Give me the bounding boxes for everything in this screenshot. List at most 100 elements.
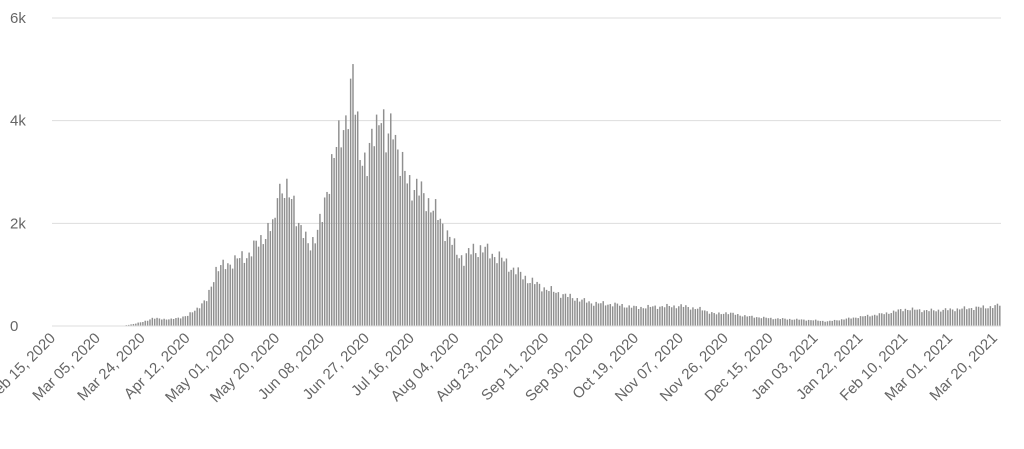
bar — [902, 311, 904, 326]
bar — [659, 306, 661, 326]
bar — [342, 130, 345, 326]
bar — [663, 307, 666, 326]
bar — [850, 318, 852, 326]
bar — [182, 316, 184, 326]
bar — [139, 322, 142, 326]
bar — [876, 315, 878, 326]
bar — [833, 319, 836, 326]
bar — [784, 318, 786, 326]
bar — [678, 306, 680, 326]
bar — [271, 219, 274, 326]
bar — [300, 225, 302, 326]
bar — [600, 303, 602, 326]
bar — [222, 259, 224, 326]
bar — [127, 324, 130, 326]
bar — [857, 318, 859, 326]
bar — [791, 319, 793, 326]
bar — [512, 267, 515, 326]
bar — [444, 241, 446, 326]
bar — [158, 318, 161, 326]
bar — [458, 258, 460, 326]
bar — [274, 217, 276, 326]
bar — [822, 320, 824, 326]
bar — [949, 308, 951, 326]
bar — [385, 152, 387, 326]
bar — [411, 200, 413, 326]
bar — [951, 309, 954, 326]
bar — [975, 306, 977, 326]
bar — [508, 271, 510, 326]
bar — [956, 308, 959, 326]
bar — [366, 176, 368, 326]
bar — [810, 320, 812, 326]
bar — [958, 309, 961, 326]
bar — [805, 320, 807, 326]
bar — [692, 307, 694, 326]
bar — [628, 305, 630, 326]
bar — [607, 304, 609, 326]
bar — [449, 236, 451, 326]
bar — [930, 308, 933, 326]
bar — [477, 257, 479, 326]
bar — [640, 306, 642, 326]
bar — [267, 222, 269, 326]
bar — [135, 323, 137, 326]
bar — [220, 265, 222, 326]
bar — [777, 318, 779, 326]
bar — [144, 320, 146, 326]
bar — [673, 305, 675, 326]
bar — [446, 230, 449, 326]
bar — [803, 319, 805, 326]
bar — [862, 316, 864, 326]
bar — [255, 240, 257, 326]
bar — [977, 306, 980, 326]
bar — [295, 226, 298, 326]
bar — [465, 253, 468, 326]
bar — [661, 306, 663, 326]
bar — [241, 251, 243, 326]
bar — [196, 307, 198, 326]
bar — [770, 317, 772, 326]
bar — [187, 315, 189, 326]
bar — [765, 317, 767, 326]
bar — [515, 274, 517, 326]
bar — [616, 303, 619, 326]
bar — [718, 312, 720, 326]
bar — [727, 314, 730, 326]
bar — [555, 292, 557, 326]
bar — [137, 322, 139, 326]
bar — [361, 165, 364, 326]
bar — [569, 293, 571, 326]
bar — [153, 318, 156, 326]
bar — [892, 310, 895, 326]
bar — [163, 318, 165, 326]
bar — [619, 305, 621, 326]
bar — [484, 246, 486, 326]
bar — [168, 319, 170, 326]
bar — [788, 318, 791, 326]
bar — [390, 113, 392, 326]
bar — [132, 323, 135, 326]
bar — [824, 321, 826, 326]
bar — [491, 253, 494, 326]
bar — [590, 303, 593, 326]
bar — [793, 319, 796, 326]
bar — [375, 114, 378, 326]
bar — [552, 291, 555, 326]
bar — [194, 310, 196, 326]
bar — [947, 310, 949, 326]
bar — [604, 305, 607, 326]
bar — [482, 252, 484, 326]
bar — [453, 238, 456, 326]
bar — [831, 320, 833, 326]
bar — [319, 213, 321, 326]
bar — [378, 125, 380, 326]
bar — [246, 258, 248, 326]
bar — [425, 211, 427, 326]
bar — [635, 306, 638, 326]
bar — [302, 238, 305, 326]
bar — [873, 314, 876, 326]
y-tick-label: 4k — [10, 113, 26, 130]
bar — [564, 293, 567, 326]
bar — [269, 231, 272, 326]
